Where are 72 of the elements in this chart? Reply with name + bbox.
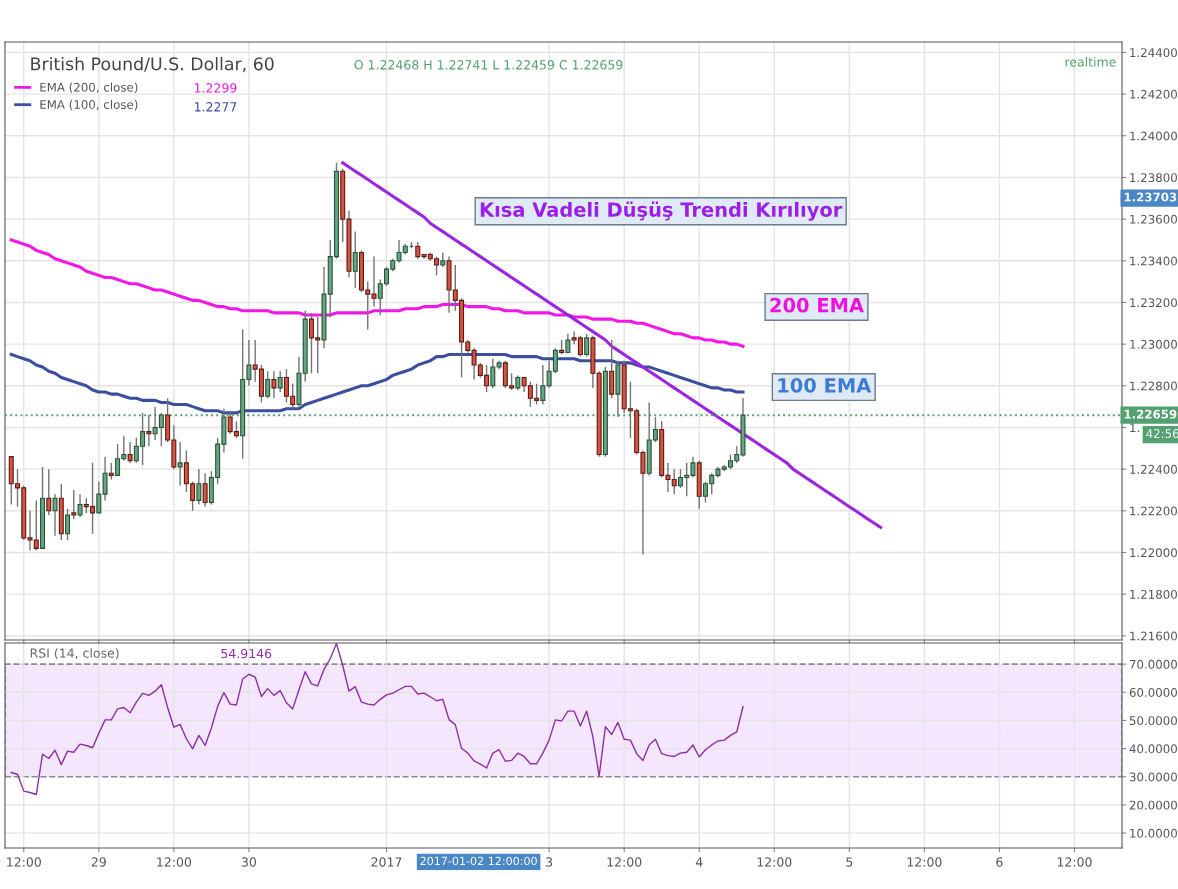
annotation: realtime [1065, 56, 1116, 67]
x-tick-label: 12:00 [7, 857, 41, 867]
y-tick-label: 1.24400 [1130, 48, 1177, 58]
y-tick-label: 1.22200 [1130, 506, 1177, 516]
y-tick-label: 40.0000 [1129, 744, 1177, 754]
y-tick-label: 70.0000 [1129, 659, 1177, 669]
annotation: Kısa Vadeli Düşüş Trendi Kırılıyor [480, 201, 843, 221]
y-tick-label: 1.23200 [1130, 298, 1177, 308]
annotation: 54.9146 [221, 648, 272, 659]
y-tick-label: 1.22000 [1130, 548, 1177, 558]
candlestick [202, 472, 208, 508]
x-tick-label: 12:00 [157, 857, 192, 867]
candlestick [540, 364, 546, 406]
y-tick-label: 1.23000 [1130, 339, 1177, 349]
x-tick-label: 3 [546, 857, 553, 867]
x-tick-label: 12:00 [1057, 857, 1092, 867]
x-tick-label: 12:00 [757, 857, 792, 867]
candlestick [65, 508, 71, 541]
candlestick [196, 468, 202, 506]
candlestick [584, 333, 590, 358]
y-tick-label: 1.21600 [1130, 631, 1177, 641]
legend-label: EMA (200, close) [40, 82, 138, 94]
y-tick-label: 1.24200 [1130, 89, 1177, 99]
y-tick-label: 1.23400 [1130, 256, 1177, 266]
candlestick [565, 333, 571, 354]
candlestick [52, 493, 58, 537]
x-tick-label: 29 [91, 857, 106, 867]
y-tick-label: 20.0000 [1129, 800, 1177, 810]
y-tick-label: 1.24000 [1130, 131, 1177, 141]
y-tick-label: 1.23600 [1130, 214, 1177, 224]
legend-label: EMA (100, close) [40, 99, 138, 111]
ref-line-label: 1.22659 [1124, 409, 1177, 419]
text: 42:56 [1146, 429, 1178, 439]
chart-title: RSI (14, close) [30, 648, 119, 660]
annotation: 1.2277 [194, 102, 237, 112]
y-tick-label: 30.0000 [1129, 772, 1177, 782]
y-tick-label: 1. [1130, 423, 1139, 432]
y-tick-label: 1.21800 [1130, 589, 1177, 599]
text: 1.23703 [1124, 192, 1177, 202]
line-series [341, 161, 883, 530]
x-tick-label: 2017 [371, 857, 402, 867]
x-tick-label: 12:00 [607, 857, 642, 867]
line-series [10, 643, 744, 796]
x-tick-label: 5 [846, 857, 853, 867]
candlestick [271, 370, 277, 399]
candlestick [46, 468, 52, 516]
x-tick-label: 12:00 [907, 857, 942, 867]
y-tick-label: 1.22800 [1130, 381, 1177, 391]
candlestick [77, 493, 83, 518]
candlestick [352, 230, 358, 289]
text: O 1.22468 H 1.22741 L 1.22459 C 1.22659 [354, 60, 623, 70]
annotation: 100 EMA [778, 377, 872, 393]
annotation: 1.2299 [194, 83, 237, 93]
x-tick-label: 4 [695, 857, 703, 867]
text: British Pound/U.S. Dollar, 60 [31, 56, 274, 73]
annotation: 200 EMA [770, 297, 864, 313]
line-series [9, 238, 745, 348]
y-tick-label: 60.0000 [1129, 688, 1177, 697]
y-tick-label: 50.0000 [1129, 716, 1177, 726]
candlestick [71, 489, 77, 520]
y-tick-label: 10.0000 [1130, 828, 1177, 838]
candlestick [177, 441, 183, 487]
candlestick [127, 441, 133, 464]
candlestick [265, 370, 271, 399]
candlestick [277, 370, 283, 393]
text: 2017-01-02 12:00:00 [420, 856, 537, 866]
x-tick-label: 6 [996, 857, 1003, 867]
y-tick-label: 1.23800 [1130, 173, 1177, 183]
candlestick [146, 414, 152, 447]
y-tick-label: 1.22400 [1130, 464, 1177, 474]
candlestick [609, 339, 615, 399]
x-tick-label: 30 [241, 857, 257, 867]
